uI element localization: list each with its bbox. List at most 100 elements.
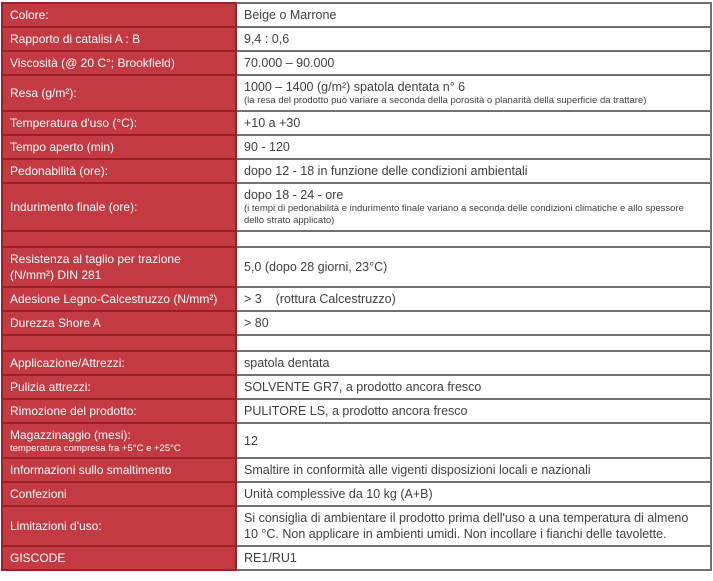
spec-label: GISCODE [10, 551, 66, 565]
spec-label-cell: Pulizia attrezzi: [1, 374, 237, 400]
table-row: Informazioni sullo smaltimento Smaltire … [1, 457, 712, 483]
spec-label: Pulizia attrezzi: [10, 380, 91, 394]
spec-label: Indurimento finale (ore): [10, 200, 138, 214]
spec-value-cell: Unità complessive da 10 kg (A+B) [235, 481, 712, 507]
spec-label: Confezioni [10, 487, 67, 501]
spec-value: 90 - 120 [244, 140, 290, 154]
table-row [1, 334, 712, 352]
spec-label: Informazioni sullo smaltimento [10, 463, 172, 477]
table-row: Indurimento finale (ore): dopo 18 - 24 -… [1, 182, 712, 232]
spec-label: Rapporto di catalisi A : B [10, 32, 141, 46]
spec-value: Si consiglia di ambientare il prodotto p… [244, 511, 689, 541]
table-row: Resistenza al taglio per trazione (N/mm²… [1, 246, 712, 288]
spec-value: 70.000 – 90.000 [244, 56, 335, 70]
technical-data-table: Colore: Beige o Marrone Rapporto di cata… [1, 2, 712, 571]
spec-value: 9,4 : 0,6 [244, 32, 290, 46]
spec-value: SOLVENTE GR7, a prodotto ancora fresco [244, 380, 482, 394]
spec-value-cell: dopo 18 - 24 - ore (i tempi di pedonabil… [235, 182, 712, 232]
table-row: Magazzinaggio (mesi): temperatura compre… [1, 422, 712, 459]
table-row: Resa (g/m²): 1000 – 1400 (g/m²) spatola … [1, 74, 712, 112]
spec-label-cell: Temperatura d'uso (°C): [1, 110, 237, 136]
table-row: Adesione Legno-Calcestruzzo (N/mm²) > 3 … [1, 286, 712, 312]
spec-value-cell [235, 230, 712, 248]
spec-label-cell: Tempo aperto (min) [1, 134, 237, 160]
spec-label-cell: Resistenza al taglio per trazione (N/mm²… [1, 246, 237, 288]
spec-label-cell: Durezza Shore A [1, 310, 237, 336]
table-row: Rimozione del prodotto: PULITORE LS, a p… [1, 398, 712, 424]
spec-value: 5,0 (dopo 28 giorni, 23°C) [244, 260, 388, 274]
spec-value: RE1/RU1 [244, 551, 297, 565]
spec-label: Pedonabilità (ore): [10, 164, 109, 178]
table-row [1, 230, 712, 248]
table-row: Pulizia attrezzi: SOLVENTE GR7, a prodot… [1, 374, 712, 400]
spec-value: PULITORE LS, a prodotto ancora fresco [244, 404, 468, 418]
spec-value: spatola dentata [244, 356, 330, 370]
spec-value: Unità complessive da 10 kg (A+B) [244, 487, 433, 501]
spec-value-cell: 9,4 : 0,6 [235, 26, 712, 52]
spec-value-cell: Beige o Marrone [235, 2, 712, 28]
spec-label-cell: Colore: [1, 2, 237, 28]
table-row: Limitazioni d'uso: Si consiglia di ambie… [1, 505, 712, 547]
table-row: GISCODE RE1/RU1 [1, 545, 712, 571]
spec-value-note: (la resa del prodotto può variare a seco… [244, 95, 647, 106]
table-row: Colore: Beige o Marrone [1, 2, 712, 28]
spec-value: Smaltire in conformità alle vigenti disp… [244, 463, 591, 477]
spec-value-cell: > 3 (rottura Calcestruzzo) [235, 286, 712, 312]
spec-label: Rimozione del prodotto: [10, 404, 137, 418]
spec-label-cell: Pedonabilità (ore): [1, 158, 237, 184]
spec-label-cell: Rimozione del prodotto: [1, 398, 237, 424]
spec-label: Temperatura d'uso (°C): [10, 116, 138, 130]
spec-label: Resistenza al taglio per trazione (N/mm²… [10, 252, 181, 282]
spec-value: > 80 [244, 316, 269, 330]
spec-value-cell: 70.000 – 90.000 [235, 50, 712, 76]
table-body: Colore: Beige o Marrone Rapporto di cata… [1, 2, 712, 571]
spec-label-cell: Limitazioni d'uso: [1, 505, 237, 547]
spec-value-note: (i tempi di pedonabilità e indurimento f… [244, 203, 684, 226]
spec-value-cell: Smaltire in conformità alle vigenti disp… [235, 457, 712, 483]
spec-label: Durezza Shore A [10, 316, 101, 330]
spec-label-note: temperatura compresa fra +5°C e +25°C [10, 443, 181, 454]
spec-value: +10 a +30 [244, 116, 301, 130]
spec-label-cell: Resa (g/m²): [1, 74, 237, 112]
spec-value: 1000 – 1400 (g/m²) spatola dentata n° 6 [244, 80, 466, 94]
spec-value: dopo 12 - 18 in funzione delle condizion… [244, 164, 528, 178]
spec-label-cell: Confezioni [1, 481, 237, 507]
spec-value-cell: 5,0 (dopo 28 giorni, 23°C) [235, 246, 712, 288]
spec-label: Viscosità (@ 20 C°; Brookfield) [10, 56, 175, 70]
spec-value: Beige o Marrone [244, 8, 337, 22]
table-row: Applicazione/Attrezzi: spatola dentata [1, 350, 712, 376]
spec-label-cell: Rapporto di catalisi A : B [1, 26, 237, 52]
spec-label-cell: GISCODE [1, 545, 237, 571]
table-row: Viscosità (@ 20 C°; Brookfield) 70.000 –… [1, 50, 712, 76]
table-row: Durezza Shore A > 80 [1, 310, 712, 336]
spec-value-cell [235, 334, 712, 352]
spec-value-cell: 90 - 120 [235, 134, 712, 160]
spec-value-cell: Si consiglia di ambientare il prodotto p… [235, 505, 712, 547]
spec-label-cell: Viscosità (@ 20 C°; Brookfield) [1, 50, 237, 76]
spec-value-cell: RE1/RU1 [235, 545, 712, 571]
table-row: Rapporto di catalisi A : B 9,4 : 0,6 [1, 26, 712, 52]
spec-label: Resa (g/m²): [10, 86, 77, 100]
spec-label: Magazzinaggio (mesi): [10, 428, 131, 442]
spec-label: Adesione Legno-Calcestruzzo (N/mm²) [10, 292, 218, 306]
spec-value: > 3 (rottura Calcestruzzo) [244, 292, 396, 306]
spec-value: 12 [244, 433, 258, 448]
table-row: Temperatura d'uso (°C): +10 a +30 [1, 110, 712, 136]
spec-label-cell: Adesione Legno-Calcestruzzo (N/mm²) [1, 286, 237, 312]
spec-value-cell: SOLVENTE GR7, a prodotto ancora fresco [235, 374, 712, 400]
spec-label: Tempo aperto (min) [10, 140, 115, 154]
spec-value-cell: > 80 [235, 310, 712, 336]
spec-label-cell: Magazzinaggio (mesi): temperatura compre… [1, 422, 237, 459]
spec-value-cell: 1000 – 1400 (g/m²) spatola dentata n° 6 … [235, 74, 712, 112]
spec-label-cell [1, 230, 237, 248]
spec-label-cell: Informazioni sullo smaltimento [1, 457, 237, 483]
spec-value-cell: 12 [235, 422, 712, 459]
spec-label-cell [1, 334, 237, 352]
spec-label-cell: Applicazione/Attrezzi: [1, 350, 237, 376]
spec-label: Applicazione/Attrezzi: [10, 356, 125, 370]
spec-label: Colore: [10, 8, 49, 22]
spec-value-cell: spatola dentata [235, 350, 712, 376]
spec-value-cell: dopo 12 - 18 in funzione delle condizion… [235, 158, 712, 184]
spec-value-cell: PULITORE LS, a prodotto ancora fresco [235, 398, 712, 424]
